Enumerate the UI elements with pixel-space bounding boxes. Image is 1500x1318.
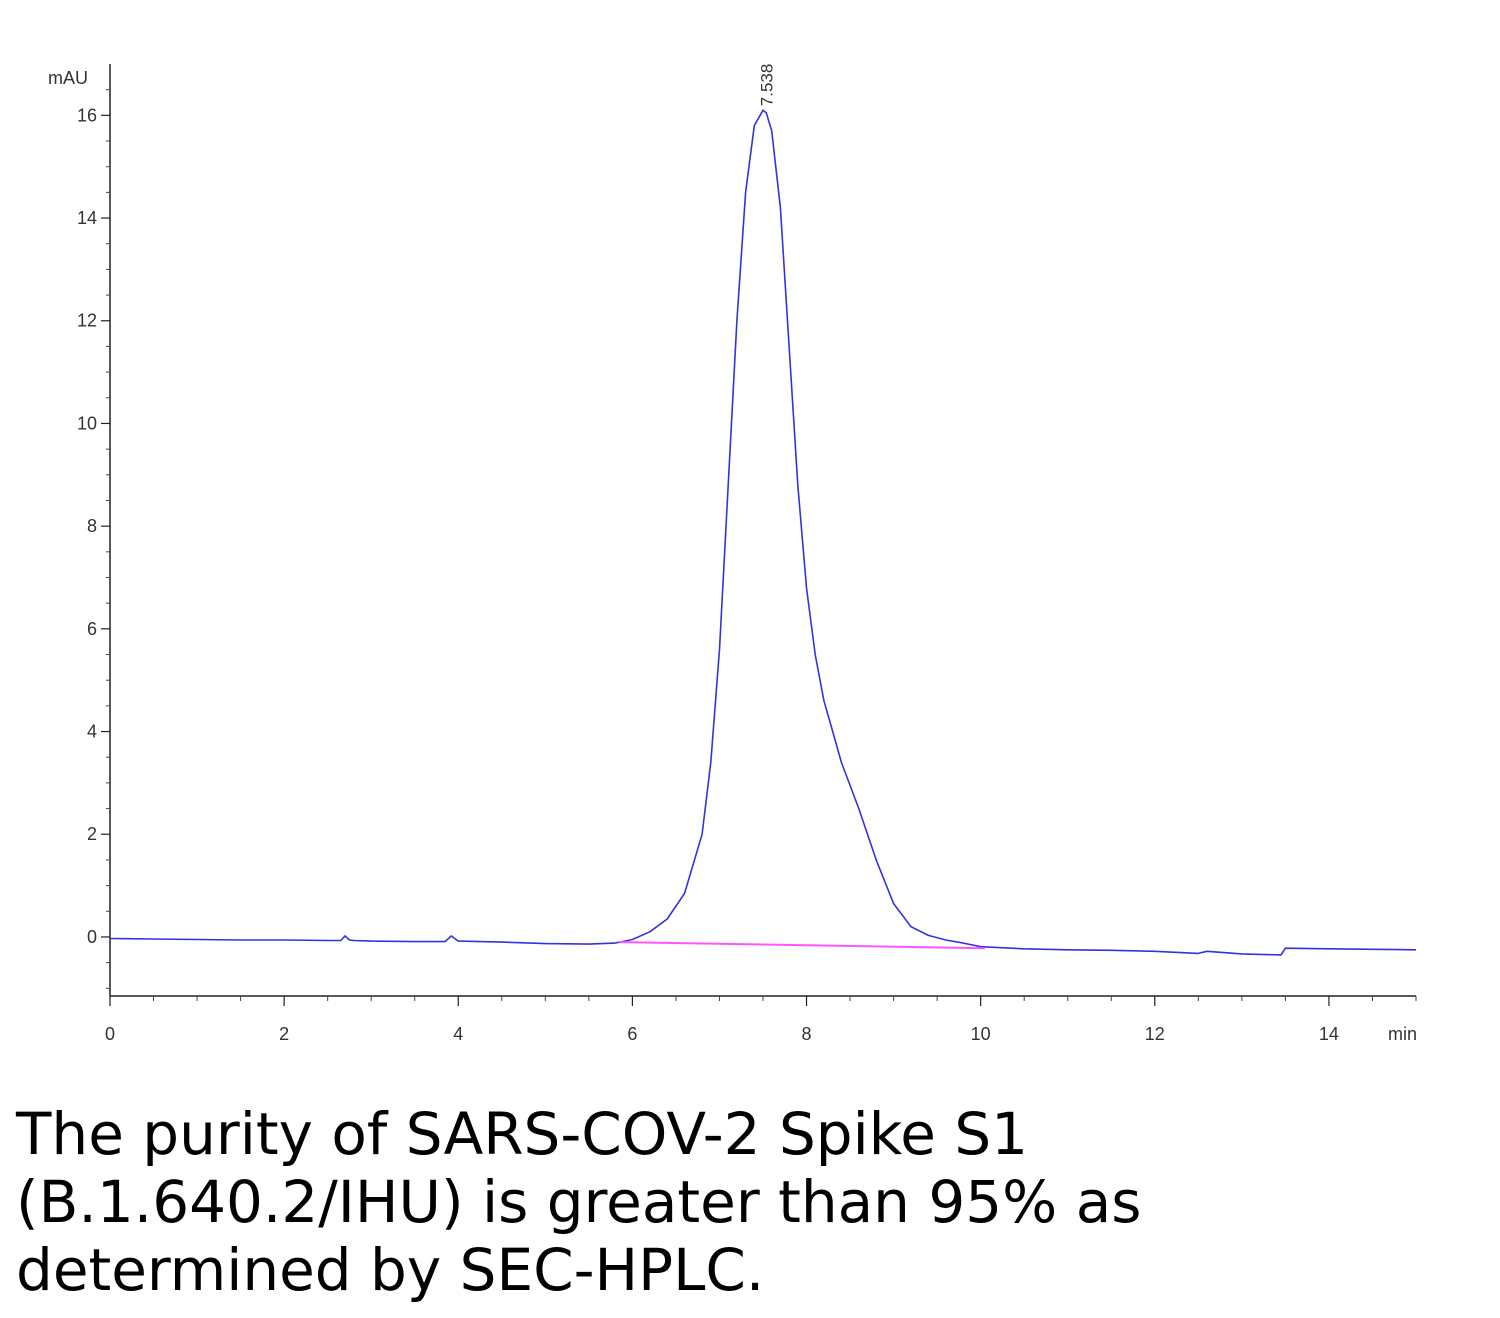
caption: The purity of SARS-COV-2 Spike S1 (B.1.6…	[16, 1100, 1476, 1304]
x-axis-label: min	[1388, 1024, 1417, 1044]
x-tick-label: 12	[1145, 1024, 1165, 1044]
y-tick-label: 2	[87, 824, 97, 844]
caption-line-3: determined by SEC-HPLC.	[16, 1236, 765, 1304]
axes	[109, 64, 1416, 997]
y-tick-label: 14	[77, 208, 97, 228]
y-tick-label: 10	[77, 413, 97, 433]
y-tick-label: 12	[77, 311, 97, 331]
y-tick-label: 8	[87, 516, 97, 536]
baseline-line	[619, 941, 986, 950]
x-tick-label: 6	[627, 1024, 637, 1044]
y-tick-label: 16	[77, 105, 97, 125]
caption-line-2: (B.1.640.2/IHU) is greater than 95% as	[16, 1168, 1142, 1236]
y-tick-label: 4	[87, 722, 97, 742]
chromatogram-trace	[109, 109, 1417, 956]
tick-group: 0 2 4 6 8 10 12 14 16 0 2 4 6 8 10 12 14	[77, 89, 1417, 1044]
y-tick-label: 0	[87, 927, 97, 947]
series-group	[109, 109, 1417, 956]
y-tick-label: 6	[87, 619, 97, 639]
y-axis-label: mAU	[48, 68, 88, 88]
peak-label: 7.538	[757, 64, 776, 107]
x-tick-label: 10	[971, 1024, 991, 1044]
x-tick-label: 2	[279, 1024, 289, 1044]
x-tick-label: 0	[105, 1024, 115, 1044]
caption-line-1: The purity of SARS-COV-2 Spike S1	[16, 1100, 1029, 1168]
chromatogram-chart: 0 2 4 6 8 10 12 14 16 0 2 4 6 8 10 12 14 mAU min 7.538	[48, 64, 1417, 1044]
x-tick-label: 4	[453, 1024, 463, 1044]
x-tick-label: 8	[802, 1024, 812, 1044]
x-tick-label: 14	[1319, 1024, 1339, 1044]
